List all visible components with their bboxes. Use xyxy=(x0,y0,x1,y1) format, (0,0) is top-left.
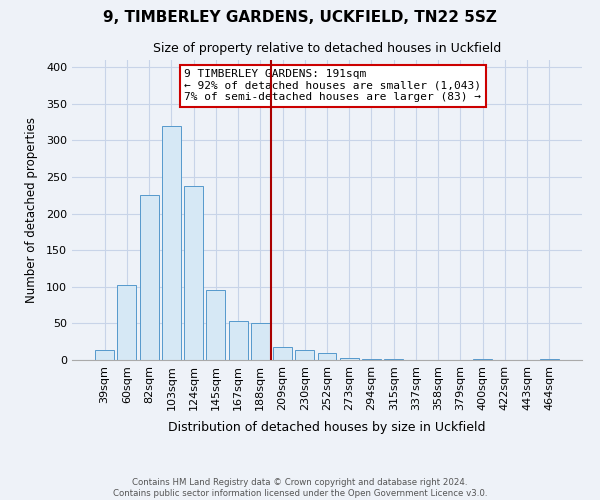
Title: Size of property relative to detached houses in Uckfield: Size of property relative to detached ho… xyxy=(153,42,501,54)
Bar xyxy=(229,321,248,360)
Bar xyxy=(295,350,314,360)
Bar xyxy=(317,354,337,360)
Bar xyxy=(340,358,359,360)
X-axis label: Distribution of detached houses by size in Uckfield: Distribution of detached houses by size … xyxy=(168,421,486,434)
Bar xyxy=(206,290,225,360)
Bar xyxy=(118,284,136,360)
Bar xyxy=(184,186,203,360)
Text: 9 TIMBERLEY GARDENS: 191sqm
← 92% of detached houses are smaller (1,043)
7% of s: 9 TIMBERLEY GARDENS: 191sqm ← 92% of det… xyxy=(184,69,481,102)
Bar xyxy=(162,126,181,360)
Bar xyxy=(273,347,292,360)
Bar xyxy=(251,324,270,360)
Bar xyxy=(95,350,114,360)
Bar xyxy=(140,196,158,360)
Text: Contains HM Land Registry data © Crown copyright and database right 2024.
Contai: Contains HM Land Registry data © Crown c… xyxy=(113,478,487,498)
Y-axis label: Number of detached properties: Number of detached properties xyxy=(25,117,38,303)
Text: 9, TIMBERLEY GARDENS, UCKFIELD, TN22 5SZ: 9, TIMBERLEY GARDENS, UCKFIELD, TN22 5SZ xyxy=(103,10,497,25)
